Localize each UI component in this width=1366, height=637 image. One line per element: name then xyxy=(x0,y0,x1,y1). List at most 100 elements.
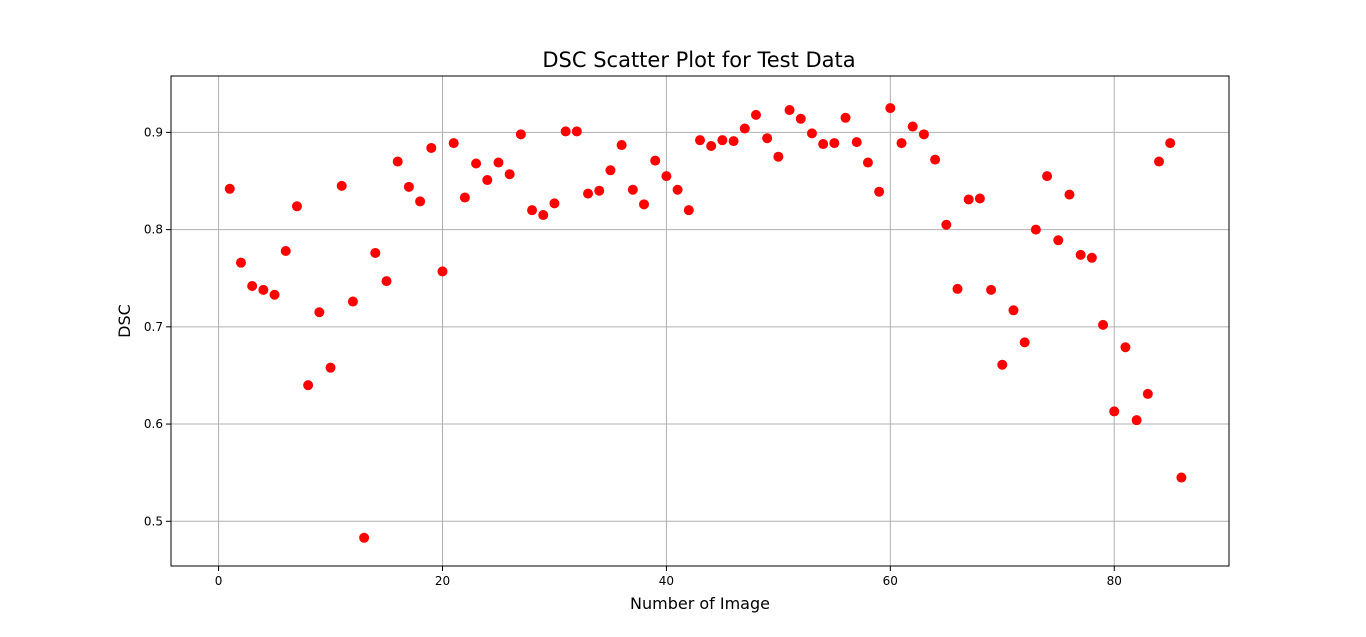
data-point xyxy=(918,129,929,140)
data-point xyxy=(795,113,806,124)
data-point xyxy=(381,276,392,287)
data-point xyxy=(1030,224,1041,235)
data-point xyxy=(224,183,235,194)
data-point xyxy=(930,154,941,165)
data-point xyxy=(527,205,538,216)
data-point xyxy=(627,184,638,195)
y-tick-label: 0.5 xyxy=(144,514,163,528)
y-tick-label: 0.6 xyxy=(144,417,163,431)
data-point xyxy=(359,532,370,543)
data-point xyxy=(941,219,952,230)
x-tick-label: 40 xyxy=(659,574,674,588)
data-point xyxy=(1053,235,1064,246)
data-point xyxy=(437,266,448,277)
data-point xyxy=(829,138,840,149)
y-tick-label: 0.9 xyxy=(144,125,163,139)
data-point xyxy=(1008,305,1019,316)
data-point xyxy=(874,186,885,197)
data-point xyxy=(773,151,784,162)
data-point xyxy=(538,210,549,221)
data-point xyxy=(571,126,582,137)
data-point xyxy=(549,198,560,209)
data-point xyxy=(896,138,907,149)
data-point xyxy=(1075,249,1086,260)
chart-title: DSC Scatter Plot for Test Data xyxy=(542,48,855,72)
x-axis-label: Number of Image xyxy=(630,594,770,613)
data-point xyxy=(1154,156,1165,167)
data-point xyxy=(661,171,672,182)
data-point xyxy=(616,140,627,151)
data-point xyxy=(515,129,526,140)
data-point xyxy=(1109,406,1120,417)
data-point xyxy=(247,281,258,291)
y-axis-ticks: 0.5 0.6 0.7 0.8 0.9 xyxy=(144,125,171,528)
data-point xyxy=(370,247,381,258)
data-point xyxy=(672,184,683,195)
data-point xyxy=(851,137,862,148)
data-point xyxy=(258,284,269,295)
data-point xyxy=(403,181,414,192)
y-axis-label: DSC xyxy=(115,304,134,338)
data-point xyxy=(1131,415,1142,426)
data-point xyxy=(280,246,291,256)
data-point xyxy=(639,199,650,210)
x-tick-label: 20 xyxy=(435,574,450,588)
data-point xyxy=(974,193,985,204)
data-point xyxy=(482,175,493,186)
data-point xyxy=(650,155,661,166)
data-point xyxy=(1019,337,1030,348)
data-point xyxy=(818,139,829,150)
data-point xyxy=(314,307,325,318)
data-points xyxy=(224,103,1187,543)
data-point xyxy=(448,138,459,149)
data-point xyxy=(739,123,750,134)
data-point xyxy=(426,142,437,153)
data-point xyxy=(583,188,594,199)
data-point xyxy=(325,362,336,373)
grid-lines xyxy=(171,76,1229,566)
data-point xyxy=(683,205,694,216)
data-point xyxy=(459,192,470,203)
data-point xyxy=(594,185,605,196)
data-point xyxy=(269,289,280,300)
data-point xyxy=(560,126,571,137)
data-point xyxy=(907,121,918,132)
data-point xyxy=(750,109,761,120)
data-point xyxy=(1098,319,1109,330)
y-tick-label: 0.7 xyxy=(144,320,163,334)
data-point xyxy=(392,156,403,167)
data-point xyxy=(235,257,246,268)
data-point xyxy=(493,157,504,168)
data-point xyxy=(303,380,314,391)
y-tick-label: 0.8 xyxy=(144,223,163,237)
x-axis-ticks: 0 20 40 60 80 xyxy=(215,566,1122,588)
data-point xyxy=(762,133,773,144)
data-point xyxy=(415,196,426,207)
data-point xyxy=(986,284,997,295)
data-point xyxy=(717,135,728,146)
data-point xyxy=(784,105,795,116)
data-point xyxy=(336,180,347,191)
data-point xyxy=(840,112,851,123)
data-point xyxy=(952,283,963,294)
data-point xyxy=(806,128,817,139)
data-point xyxy=(1042,171,1053,182)
data-point xyxy=(471,158,482,169)
data-point xyxy=(862,157,873,168)
data-point xyxy=(963,194,974,205)
data-point xyxy=(1064,189,1075,200)
data-point xyxy=(1120,342,1131,353)
data-point xyxy=(695,135,705,146)
x-tick-label: 80 xyxy=(1107,574,1122,588)
x-tick-label: 60 xyxy=(883,574,898,588)
data-point xyxy=(1165,138,1176,149)
data-point xyxy=(997,359,1008,370)
data-point xyxy=(706,141,717,151)
data-point xyxy=(504,169,515,180)
data-point xyxy=(605,165,616,176)
data-point xyxy=(1142,388,1153,399)
data-point xyxy=(347,296,358,307)
data-point xyxy=(1086,252,1097,263)
plot-frame xyxy=(170,75,1230,567)
